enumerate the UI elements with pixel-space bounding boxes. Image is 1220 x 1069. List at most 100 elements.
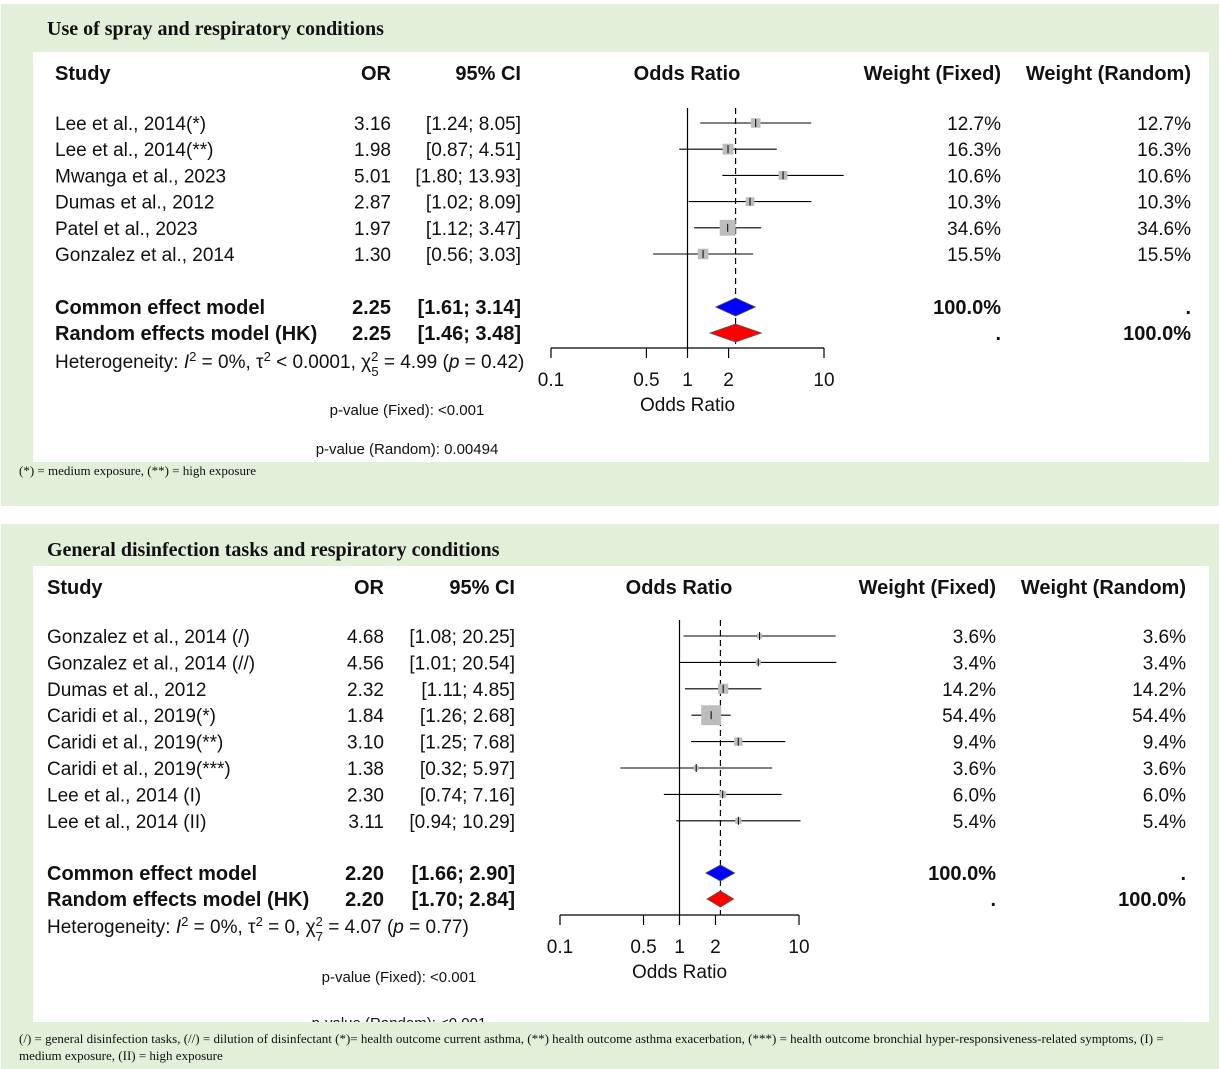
- study-weight-fixed: 10.3%: [947, 193, 1001, 214]
- study-label: Dumas et al., 2012: [55, 193, 214, 214]
- study-label: Caridi et al., 2019(**): [47, 733, 223, 754]
- x-tick-label: 10: [813, 370, 834, 391]
- study-or-value: 3.10: [347, 733, 384, 754]
- col-header-ci: 95% CI: [449, 577, 515, 599]
- col-header-weight-random: Weight (Random): [1026, 63, 1191, 85]
- study-or-value: 4.68: [347, 627, 384, 648]
- study-weight-random: 15.5%: [1137, 245, 1191, 266]
- study-ci-value: [0.87; 4.51]: [426, 140, 521, 161]
- study-weight-random: 14.2%: [1132, 680, 1186, 701]
- study-label: Gonzalez et al., 2014: [55, 245, 235, 266]
- study-weight-fixed: 5.4%: [953, 812, 996, 833]
- col-header-weight-fixed: Weight (Fixed): [859, 577, 996, 599]
- study-or-value: 3.11: [348, 812, 384, 833]
- study-label: Mwanga et al., 2023: [55, 166, 226, 187]
- study-label: Caridi et al., 2019(***): [47, 759, 231, 780]
- study-weight-random: 3.6%: [1143, 759, 1186, 780]
- study-weight-fixed: 12.7%: [947, 114, 1001, 135]
- study-weight-random: 5.4%: [1143, 812, 1186, 833]
- x-tick-label: 0.5: [630, 937, 656, 958]
- x-tick-label: 0.1: [547, 937, 573, 958]
- x-tick-label: 0.5: [633, 370, 659, 391]
- footnote: (*) = medium exposure, (**) = high expos…: [19, 463, 257, 478]
- study-weight-fixed: 3.4%: [953, 653, 996, 674]
- study-or-value: 3.16: [354, 114, 391, 135]
- x-tick-label: 2: [723, 370, 734, 391]
- x-tick-label: 2: [710, 937, 721, 958]
- study-weight-fixed: 3.6%: [953, 627, 996, 648]
- col-header-or: OR: [361, 63, 392, 85]
- x-tick-label: 0.1: [538, 370, 564, 391]
- random-model-or-value: 2.25: [352, 323, 391, 345]
- study-ci-value: [1.26; 2.68]: [420, 706, 515, 727]
- forest-plot-svg: Study OR 95% CI Odds Ratio Weight (Fixed) Wei…: [47, 577, 1186, 1022]
- random-model-weight-fixed: .: [990, 889, 996, 911]
- x-tick-label: 1: [674, 937, 685, 958]
- study-weight-random: 6.0%: [1143, 785, 1186, 806]
- study-or-value: 1.84: [347, 706, 384, 727]
- study-ci-value: [1.24; 8.05]: [426, 114, 521, 135]
- study-ci-value: [0.32; 5.97]: [420, 759, 515, 780]
- study-ci-value: [1.11; 4.85]: [421, 680, 515, 701]
- forest-panel-1: Use of spray and respiratory conditions …: [1, 4, 1219, 506]
- study-label: Gonzalez et al., 2014 (//): [47, 653, 255, 674]
- study-or-value: 1.98: [354, 140, 391, 161]
- study-weight-random: 10.6%: [1137, 166, 1191, 187]
- common-model-label: Common effect model: [47, 863, 257, 885]
- study-weight-fixed: 9.4%: [953, 733, 996, 754]
- common-model-ci-value: [1.61; 3.14]: [418, 297, 521, 319]
- study-or-value: 2.32: [347, 680, 384, 701]
- study-weight-random: 10.3%: [1137, 193, 1191, 214]
- col-header-ci: 95% CI: [455, 63, 521, 85]
- common-model-weight-fixed: 100.0%: [933, 297, 1001, 319]
- random-model-label: Random effects model (HK): [47, 889, 309, 911]
- study-or-value: 2.30: [347, 785, 384, 806]
- p-value-random: p-value (Random): 0.00494: [316, 441, 499, 458]
- study-weight-fixed: 54.4%: [942, 706, 996, 727]
- common-model-diamond: [714, 297, 757, 317]
- study-or-value: 1.38: [347, 759, 384, 780]
- col-header-study: Study: [47, 577, 103, 599]
- study-weight-random: 3.4%: [1143, 653, 1186, 674]
- study-weight-fixed: 10.6%: [947, 166, 1001, 187]
- study-ci-value: [1.80; 13.93]: [415, 166, 521, 187]
- col-header-study: Study: [55, 63, 111, 85]
- study-ci-value: [1.12; 3.47]: [426, 219, 521, 240]
- random-model-weight-fixed: .: [995, 323, 1001, 345]
- study-weight-fixed: 3.6%: [953, 759, 996, 780]
- col-header-weight-fixed: Weight (Fixed): [864, 63, 1001, 85]
- study-ci-value: [0.74; 7.16]: [420, 785, 515, 806]
- study-weight-random: 54.4%: [1132, 706, 1186, 727]
- x-axis-label: Odds Ratio: [632, 962, 727, 983]
- study-ci-value: [0.56; 3.03]: [426, 245, 521, 266]
- forest-panel-2: General disinfection tasks and respirato…: [1, 524, 1219, 1069]
- study-label: Dumas et al., 2012: [47, 680, 206, 701]
- study-ci-value: [1.25; 7.68]: [420, 733, 515, 754]
- common-model-or-value: 2.20: [345, 863, 384, 885]
- study-or-value: 1.97: [354, 219, 391, 240]
- study-ci-value: [0.94; 10.29]: [409, 812, 515, 833]
- col-header-odds-ratio: Odds Ratio: [634, 63, 741, 85]
- study-ci-value: [1.08; 20.25]: [409, 627, 515, 648]
- study-weight-fixed: 6.0%: [953, 785, 996, 806]
- study-or-value: 1.30: [354, 245, 391, 266]
- col-header-weight-random: Weight (Random): [1021, 577, 1186, 599]
- study-label: Caridi et al., 2019(*): [47, 706, 216, 727]
- common-model-weight-fixed: 100.0%: [928, 863, 996, 885]
- study-or-value: 4.56: [347, 653, 384, 674]
- random-model-diamond: [708, 323, 763, 343]
- study-weight-fixed: 14.2%: [942, 680, 996, 701]
- study-label: Patel et al., 2023: [55, 219, 198, 240]
- study-weight-fixed: 15.5%: [947, 245, 1001, 266]
- x-tick-label: 10: [788, 937, 809, 958]
- study-weight-random: 9.4%: [1143, 733, 1186, 754]
- study-label: Lee et al., 2014(*): [55, 114, 206, 135]
- study-weight-random: 12.7%: [1137, 114, 1191, 135]
- common-model-label: Common effect model: [55, 297, 265, 319]
- x-axis-label: Odds Ratio: [640, 395, 735, 416]
- study-weight-random: 34.6%: [1137, 219, 1191, 240]
- common-model-ci-value: [1.66; 2.90]: [412, 863, 515, 885]
- random-model-diamond: [706, 890, 735, 908]
- panel-title: General disinfection tasks and respirato…: [47, 539, 500, 561]
- heterogeneity-text: Heterogeneity: I2 = 0%, τ2 = 0, χ2 7 = 4.…: [47, 914, 469, 944]
